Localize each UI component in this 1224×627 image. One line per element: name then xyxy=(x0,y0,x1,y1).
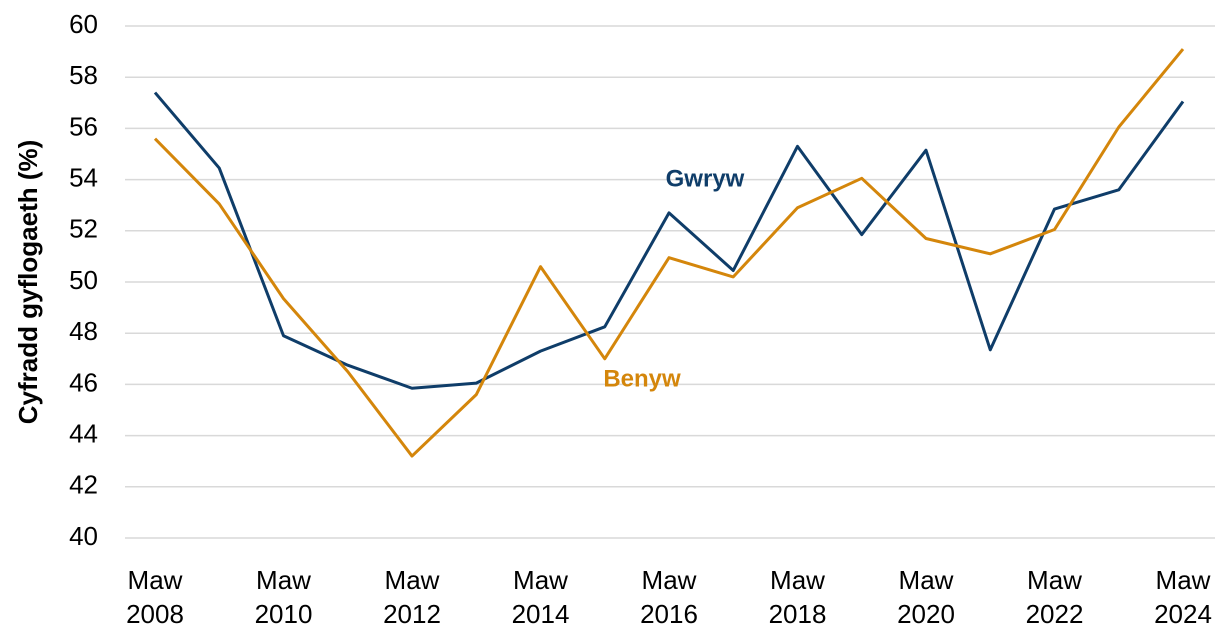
y-tick-label: 58 xyxy=(69,60,98,90)
x-tick-label: Maw 2014 xyxy=(511,565,570,627)
y-tick-label: 48 xyxy=(69,316,98,346)
y-axis-title: Cyfradd gyflogaeth (%) xyxy=(13,140,43,425)
x-tick-label: Maw 2012 xyxy=(383,565,441,627)
x-tick-label: Maw 2022 xyxy=(1025,565,1084,627)
line-series xyxy=(153,91,1185,390)
y-tick-label: 40 xyxy=(69,521,98,551)
y-tick-label: 42 xyxy=(69,470,98,500)
y-tick-label: 60 xyxy=(69,9,98,39)
y-tick-label: 46 xyxy=(69,367,98,397)
y-tick-label: 56 xyxy=(69,111,98,141)
y-tick-label: 44 xyxy=(69,418,98,448)
x-tick-label: Maw 2010 xyxy=(254,565,313,627)
x-tick-label: Maw 2024 xyxy=(1154,565,1212,627)
series-label: Benyw xyxy=(603,365,681,392)
x-tick-label: Maw 2008 xyxy=(126,565,184,627)
y-tick-label: 50 xyxy=(69,265,98,295)
line-series xyxy=(153,48,1185,458)
y-tick-label: 54 xyxy=(69,162,98,192)
x-tick-label: Maw 2018 xyxy=(768,565,827,627)
x-tick-label: Maw 2016 xyxy=(640,565,698,627)
x-tick-label: Maw 2020 xyxy=(897,565,955,627)
y-tick-label: 52 xyxy=(69,214,98,244)
series-label: Gwryw xyxy=(666,165,745,192)
